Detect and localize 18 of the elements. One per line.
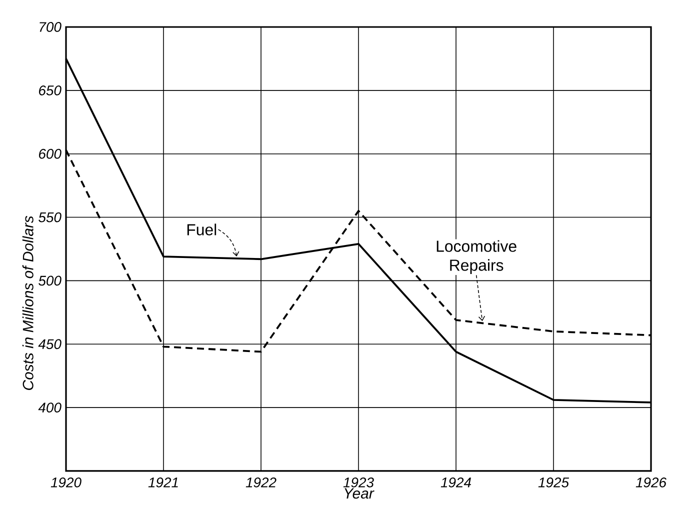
x-tick-label: 1921 — [148, 477, 178, 488]
y-axis-title: Costs in Millions of Dollars — [22, 216, 34, 390]
x-axis-title: Year — [344, 488, 374, 499]
y-tick-label: 550 — [38, 212, 62, 222]
y-tick-label: 650 — [39, 85, 62, 96]
x-tick-label: 1923 — [343, 477, 374, 488]
y-tick-label: 450 — [38, 339, 62, 350]
y-tick-label: 400 — [38, 402, 62, 412]
x-tick-label: 1925 — [538, 477, 570, 488]
y-tick-label: 500 — [38, 276, 62, 286]
x-tick-label: 1924 — [440, 477, 471, 488]
x-tick-label: 1920 — [50, 477, 82, 488]
x-tick-label: 1922 — [246, 477, 276, 488]
x-tick-label: 1926 — [636, 477, 667, 488]
series-label: Locomotive Repairs — [436, 240, 516, 274]
y-tick-label: 600 — [39, 148, 62, 159]
series-label: Fuel — [187, 224, 216, 236]
y-tick-label: 700 — [40, 22, 62, 32]
